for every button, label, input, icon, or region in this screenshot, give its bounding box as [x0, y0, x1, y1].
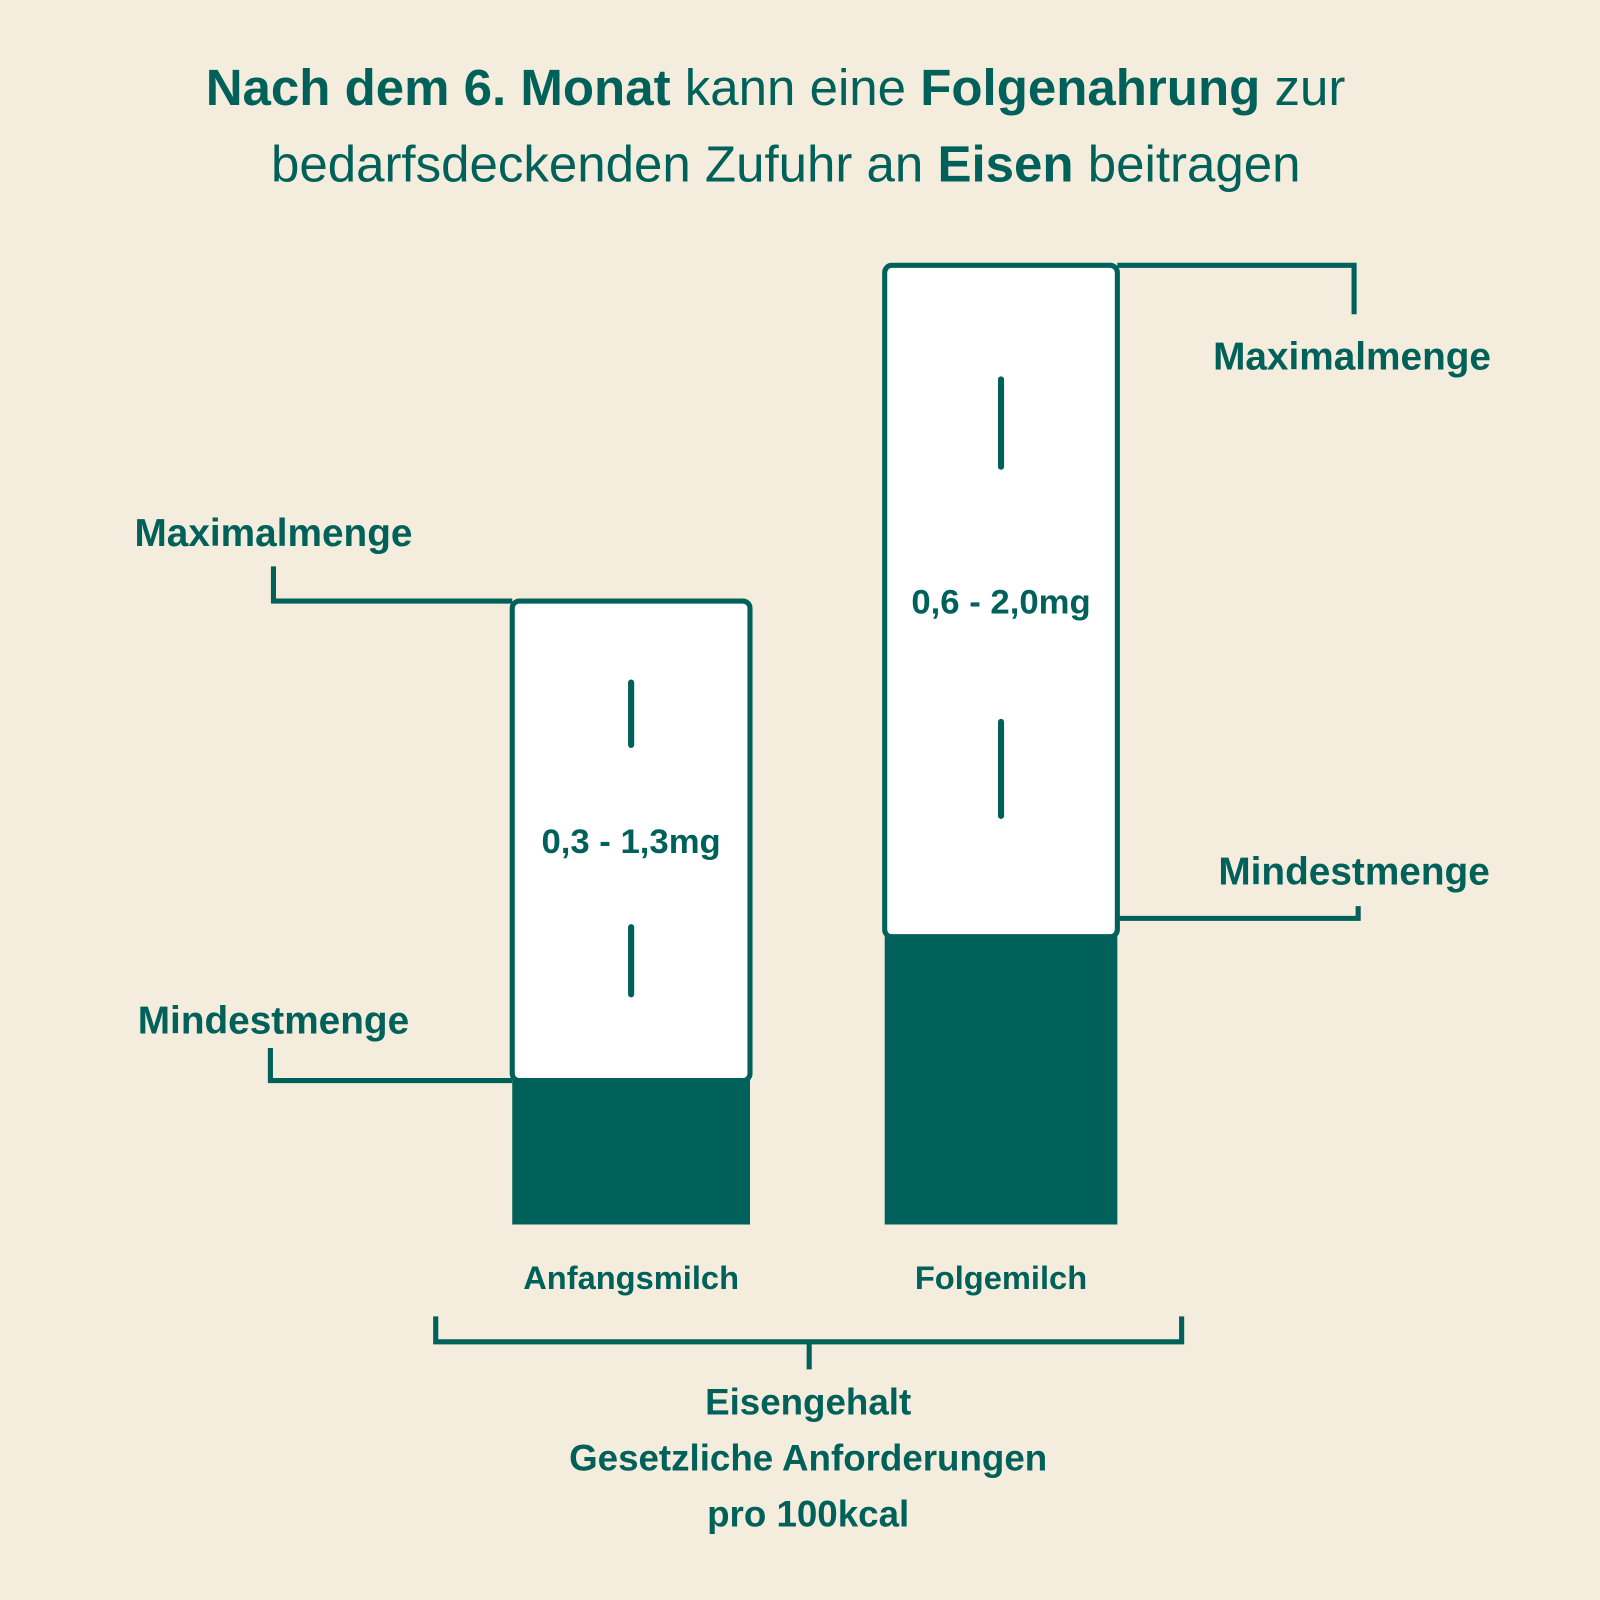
max-leader-line: [1117, 262, 1357, 315]
title-line-2: bedarfsdeckenden Zufuhr an Eisen beitrag…: [271, 136, 1301, 193]
title-line-1: Nach dem 6. Monat kann eine Folgenahrung…: [206, 59, 1346, 116]
title-segment: Folgenahrung: [920, 59, 1260, 116]
category-bracket: [433, 1316, 1185, 1370]
range-bar: [882, 262, 1120, 940]
max-label: Maximalmenge: [135, 512, 413, 555]
base-bar: [884, 936, 1118, 1225]
title-segment: zur: [1260, 59, 1345, 116]
min-label: Mindestmenge: [1218, 851, 1489, 894]
title-segment: kann eine: [671, 59, 921, 116]
title-segment: bedarfsdeckenden Zufuhr an: [271, 136, 938, 193]
range-label: 0,3 - 1,3mg: [541, 823, 720, 861]
min-label: Mindestmenge: [138, 1000, 409, 1043]
xlabel-line: pro 100kcal: [707, 1494, 909, 1535]
xlabel-line: Gesetzliche Anforderungen: [569, 1437, 1047, 1478]
title-segment: Nach dem 6. Monat: [206, 59, 671, 116]
xlabel-line: Eisengehalt: [705, 1381, 911, 1422]
category-label: Folgemilch: [915, 1259, 1087, 1296]
title-segment: Eisen: [937, 136, 1073, 193]
min-leader-line: [1117, 906, 1361, 921]
base-bar: [512, 1080, 750, 1225]
category-label: Anfangsmilch: [523, 1259, 739, 1296]
max-label: Maximalmenge: [1213, 335, 1491, 378]
title-segment: beitragen: [1074, 136, 1301, 193]
range-bar: [509, 598, 753, 1084]
max-leader-line: [270, 566, 513, 604]
range-label: 0,6 - 2,0mg: [911, 583, 1090, 621]
min-leader-line: [267, 1047, 513, 1084]
